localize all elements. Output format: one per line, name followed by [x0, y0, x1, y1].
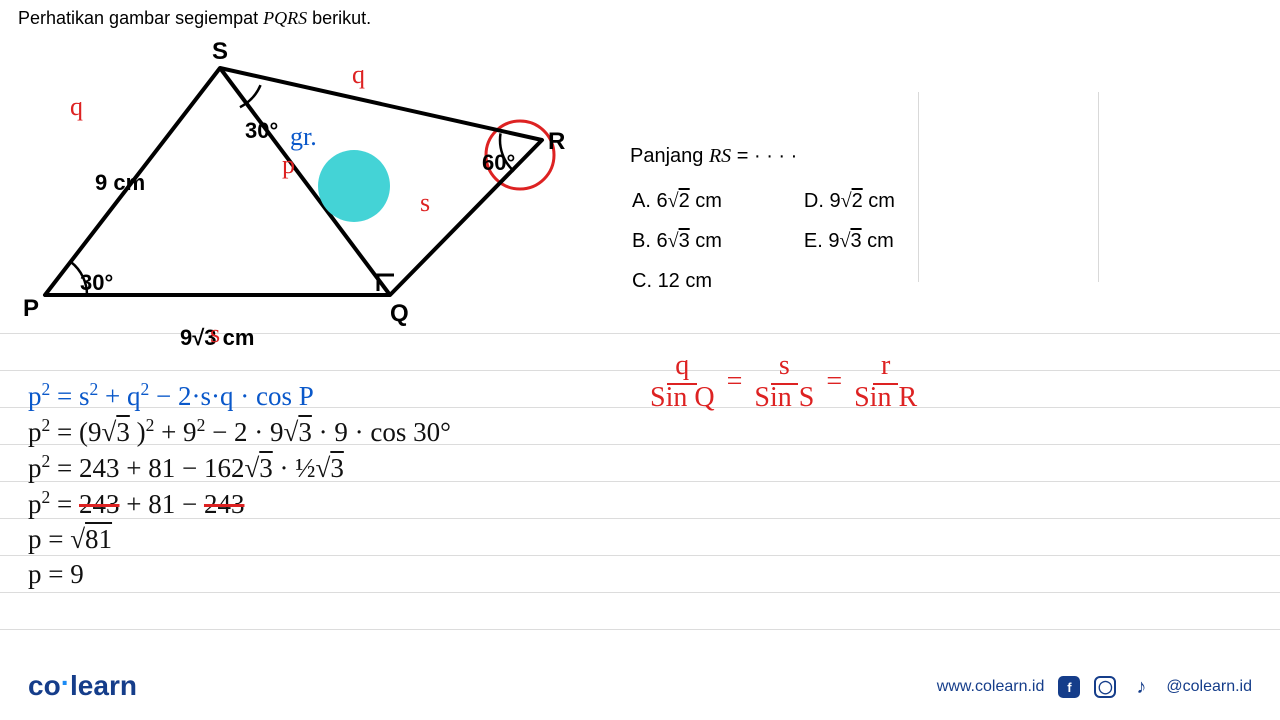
tiktok-icon: ♪ — [1130, 676, 1152, 698]
option-a: A. 6√2 cm — [632, 182, 802, 220]
red-annot-p_sq: p — [282, 150, 295, 180]
question-text: Panjang RS = · · · · — [630, 145, 797, 168]
blue-gr-annotation: gr. — [290, 122, 317, 152]
option-e: E. 9√3 cm — [804, 222, 975, 260]
work-line: p2 = s2 + q2 − 2·s·q · cos P — [28, 378, 451, 414]
red-annot-s_rq: s — [420, 188, 430, 218]
instruction-text: Perhatikan gambar segiempat PQRS berikut… — [18, 8, 371, 29]
answer-options: A. 6√2 cm D. 9√2 cm B. 6√3 cm E. 9√3 cm … — [630, 180, 977, 302]
page-root: { "instruction": { "prefix": "Perhatikan… — [0, 0, 1280, 720]
option-b: B. 6√3 cm — [632, 222, 802, 260]
footer-right: www.colearn.id f ◯ ♪ @colearn.id — [937, 676, 1252, 698]
geometry-figure: PQRS 30°30°60° 9 cm9√3 cm — [20, 40, 580, 330]
option-d: D. 9√2 cm — [804, 182, 975, 220]
footer-handle: @colearn.id — [1166, 678, 1252, 696]
footer-url: www.colearn.id — [937, 678, 1045, 696]
vertex-label-r: R — [548, 128, 565, 156]
vertex-label-q: Q — [390, 300, 409, 328]
instagram-icon: ◯ — [1094, 676, 1116, 698]
work-line: p2 = (9√3 )2 + 92 − 2 · 9√3 · 9 · cos 30… — [28, 414, 451, 450]
red-annot-q_top: q — [70, 92, 83, 122]
work-line: p = 9 — [28, 557, 451, 592]
red-annot-q_sr: q — [352, 60, 365, 90]
work-line: p2 = 243 + 81 − 162√3 · ½√3 — [28, 450, 451, 486]
cyan-pointer-dot — [318, 150, 390, 222]
brand-logo: co·learn — [28, 670, 137, 702]
vertex-label-s: S — [212, 38, 228, 66]
work-line: p2 = 243 + 81 − 243 — [28, 486, 451, 522]
option-c: C. 12 cm — [632, 262, 802, 300]
work-line: p = √81 — [28, 522, 451, 557]
facebook-icon: f — [1058, 676, 1080, 698]
red-annot-s_pq: s — [210, 319, 220, 349]
vertex-label-p: P — [23, 295, 39, 323]
worked-solution: p2 = s2 + q2 − 2·s·q · cos Pp2 = (9√3 )2… — [28, 378, 451, 593]
sine-rule: q = s = r Sin Q Sin S Sin R — [650, 350, 917, 414]
